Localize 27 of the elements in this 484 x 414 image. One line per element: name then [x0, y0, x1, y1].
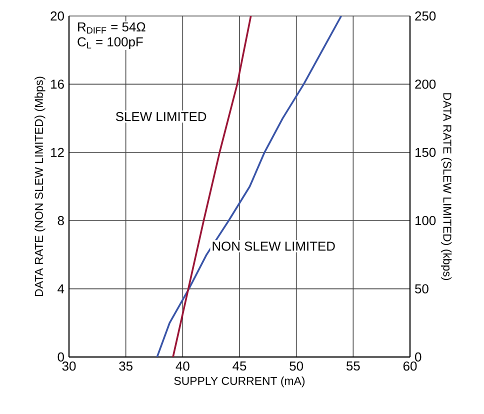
series-label: NON SLEW LIMITED — [212, 242, 335, 251]
x-tick-label: 35 — [119, 362, 132, 371]
y-tick-label: 12 — [51, 148, 64, 157]
y-axis-title: DATA RATE (NON SLEW LIMITED) (Mbps) — [34, 76, 46, 296]
annotation: C$_{L}$ = 100pF — [78, 37, 143, 49]
y2-tick-label: 50 — [415, 284, 428, 294]
y-tick-label: 8 — [58, 216, 64, 226]
line-series — [156, 16, 342, 357]
y-tick-label: 16 — [51, 80, 64, 89]
y-tick-label: 0 — [58, 352, 64, 362]
y2-tick-label: 100 — [416, 216, 436, 226]
y2-tick-label: 150 — [416, 148, 436, 157]
annotation: R$_{DIFF}$ = 54Ω — [78, 22, 146, 34]
x-tick-label: 60 — [403, 362, 417, 371]
x-tick-label: 50 — [290, 362, 304, 371]
y-tick-label: 4 — [58, 284, 64, 294]
y2-tick-label: 250 — [415, 11, 436, 21]
x-tick-label: 45 — [232, 362, 246, 371]
series-label: SLEW LIMITED — [116, 112, 206, 122]
x-tick-label: 55 — [346, 362, 360, 371]
x-axis-title: SUPPLY CURRENT (mA) — [174, 376, 305, 388]
x-tick-label: 40 — [176, 362, 190, 371]
y2-axis-title: DATA RATE (SLEW LIMITED) (kbps) — [440, 93, 452, 280]
y2-tick-label: 200 — [415, 80, 436, 89]
y2-tick-label: 0 — [415, 352, 422, 362]
y-tick-label: 20 — [50, 11, 64, 21]
x-tick-label: 30 — [62, 362, 76, 371]
